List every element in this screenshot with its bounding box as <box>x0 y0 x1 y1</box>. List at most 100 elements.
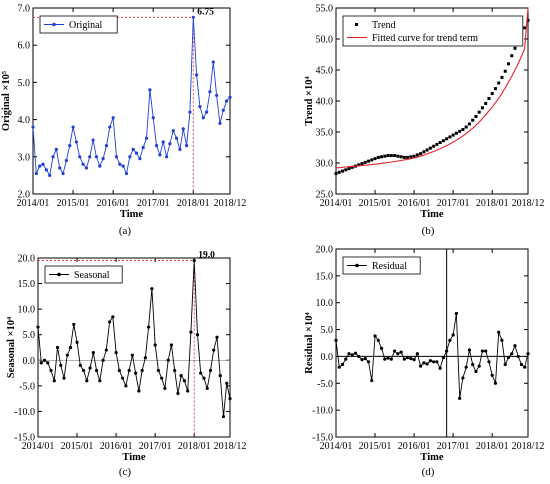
data-point <box>402 155 406 159</box>
data-point <box>334 338 338 342</box>
data-point <box>195 333 200 337</box>
data-point <box>85 379 89 383</box>
data-point <box>490 92 494 96</box>
data-point <box>49 368 53 373</box>
data-point <box>402 357 406 361</box>
data-point <box>497 330 501 334</box>
data-point <box>513 46 517 50</box>
data-point <box>454 311 459 316</box>
data-point <box>526 18 530 22</box>
data-point <box>393 154 397 158</box>
data-point <box>412 154 416 158</box>
data-point <box>111 116 115 120</box>
x-tick-label: 2018/12 <box>512 198 545 209</box>
legend-box <box>342 15 524 47</box>
data-point <box>513 344 517 348</box>
data-point <box>360 358 364 362</box>
x-axis-title: Time <box>120 209 143 220</box>
data-point <box>179 374 183 378</box>
data-point <box>412 358 416 362</box>
x-tick-label: 2017/01 <box>139 441 172 452</box>
data-point <box>58 166 62 170</box>
legend-marker <box>355 263 359 268</box>
x-tick-label: 2017/01 <box>437 198 470 209</box>
data-point <box>370 158 374 162</box>
data-point <box>94 155 99 159</box>
data-point <box>84 166 89 170</box>
data-point <box>467 122 471 126</box>
data-point <box>154 144 159 148</box>
data-point <box>48 173 52 177</box>
data-point <box>68 144 72 148</box>
data-point <box>344 168 348 172</box>
data-point <box>52 379 56 383</box>
data-point <box>189 330 193 334</box>
data-point <box>78 155 82 159</box>
data-point <box>340 362 345 367</box>
y-tick-label: 10.0 <box>316 298 334 309</box>
data-point <box>523 26 527 30</box>
data-point <box>117 368 121 373</box>
data-point <box>432 360 436 364</box>
data-point <box>75 340 79 344</box>
data-point <box>415 352 419 356</box>
data-point <box>380 155 384 159</box>
data-point <box>137 389 141 393</box>
data-point <box>108 125 112 129</box>
data-point <box>160 376 164 380</box>
data-point <box>198 104 202 109</box>
data-point <box>140 368 144 373</box>
data-point <box>461 128 465 132</box>
y-tick-label: 50.0 <box>316 35 334 46</box>
data-point <box>176 391 180 396</box>
data-point <box>438 366 442 370</box>
series-2 <box>335 7 529 169</box>
y-tick-label: 0.0 <box>321 352 334 363</box>
data-point <box>493 87 497 91</box>
data-point <box>121 376 125 380</box>
data-point <box>428 359 432 363</box>
data-point <box>215 93 219 98</box>
data-point <box>405 355 410 360</box>
x-tick-label: 2015/01 <box>61 441 94 452</box>
legend: Original <box>39 15 118 34</box>
data-point <box>451 133 455 137</box>
data-point <box>111 315 115 319</box>
y-tick-label: 20.0 <box>316 245 334 256</box>
legend-marker <box>52 22 56 27</box>
series-1 <box>334 18 530 176</box>
y-tick-label: -15.0 <box>312 433 333 444</box>
x-tick-label: 2016/01 <box>97 198 130 209</box>
data-point <box>218 374 222 378</box>
data-point <box>107 320 112 324</box>
data-point <box>188 110 192 114</box>
data-point <box>341 169 345 173</box>
data-point <box>199 371 203 375</box>
plot-frame <box>37 257 231 438</box>
legend-label: Original <box>69 20 103 31</box>
data-point <box>121 164 125 168</box>
data-point <box>425 148 429 152</box>
data-point <box>118 162 122 166</box>
data-point <box>500 338 504 342</box>
legend-label: Fitted curve for trend term <box>372 33 478 44</box>
data-point <box>445 349 449 353</box>
data-point <box>487 97 491 101</box>
y-tick-label: 25.0 <box>316 190 334 201</box>
data-point <box>31 125 35 129</box>
data-point <box>350 353 354 357</box>
data-point <box>192 258 196 263</box>
data-point <box>366 360 371 364</box>
data-point <box>205 110 209 114</box>
data-point <box>516 354 520 359</box>
legend-marker <box>57 272 61 277</box>
y-tick-label: 7.0 <box>18 4 31 15</box>
data-point <box>153 343 157 347</box>
data-point <box>419 364 423 368</box>
chart-panel-a: 2.0 3.0 4.0 5.0 6.0 7.0 2014/01 2015/01 2016/01 2… <box>1 4 246 238</box>
data-point <box>490 373 494 377</box>
data-point <box>458 129 462 133</box>
chart-panel-b: 25.0 30.0 35.0 40.0 45.0 50.0 55.0 2014/01 2015/… <box>304 4 544 238</box>
x-tick-label: 2015/01 <box>57 198 90 209</box>
panel-label: (b) <box>422 225 435 237</box>
